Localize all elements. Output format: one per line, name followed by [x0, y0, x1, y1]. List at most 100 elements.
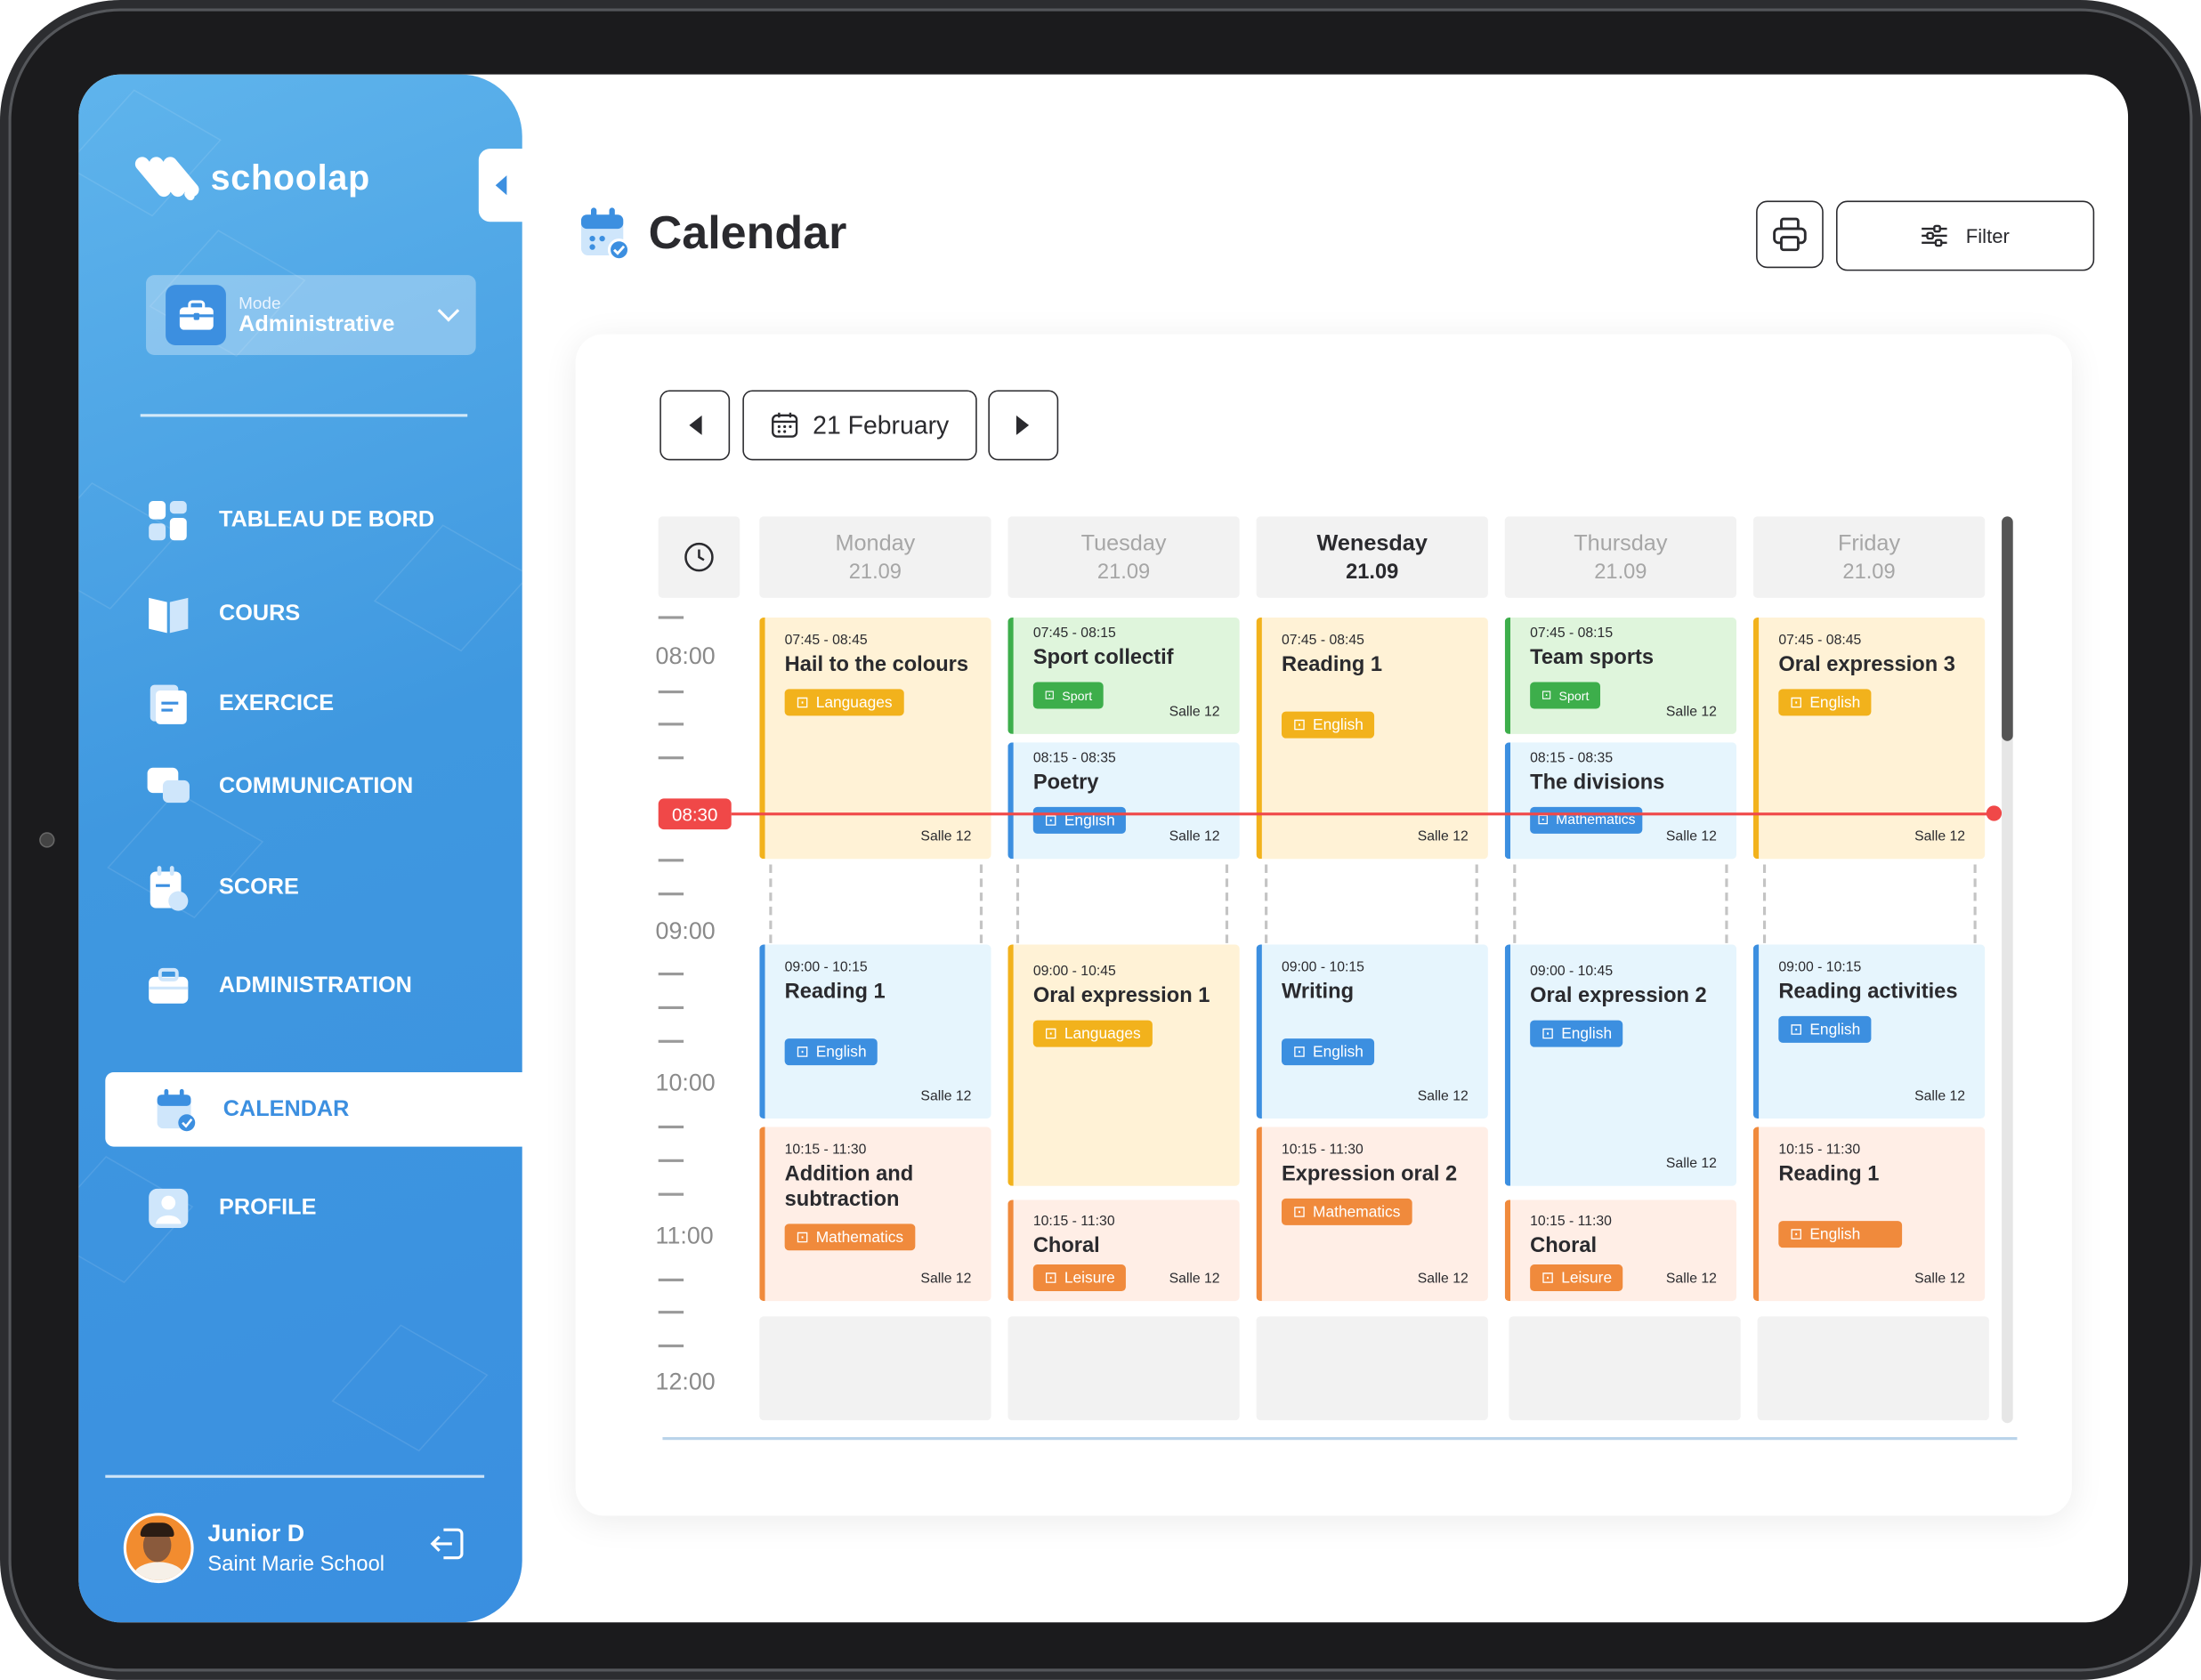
prev-day-button[interactable]: [659, 390, 731, 461]
event-time: 10:15 - 11:30: [1281, 1142, 1363, 1159]
sidebar-item-exercice[interactable]: EXERCICE: [146, 674, 334, 735]
event-card[interactable]: 08:15 - 08:35 The divisions ⊡ Mathematics…: [1504, 742, 1736, 860]
sidebar-item-tableau-de-bord[interactable]: TABLEAU DE BORD: [146, 489, 434, 551]
sidebar-item-cours[interactable]: COURS: [146, 584, 300, 645]
subject-tag: ⊡ English: [1778, 1221, 1903, 1248]
event-room: Salle 12: [1914, 1088, 1966, 1105]
event-title: Sport collectif: [1032, 645, 1174, 670]
collapse-sidebar-button[interactable]: [478, 149, 524, 222]
event-room: Salle 12: [1417, 1271, 1469, 1288]
hour-label: 08:00: [655, 642, 716, 670]
mode-selector[interactable]: Mode Administrative: [146, 275, 476, 356]
scrollbar-track[interactable]: [2002, 516, 2013, 1424]
day-header-friday[interactable]: Friday 21.09: [1752, 516, 1986, 598]
event-room: Salle 12: [1665, 1271, 1717, 1288]
sidebar-item-score[interactable]: SCORE: [146, 858, 299, 919]
event-card[interactable]: 09:00 - 10:15 Writing ⊡ English Salle 12: [1256, 944, 1488, 1119]
print-button[interactable]: [1756, 200, 1824, 269]
time-tick: [658, 756, 684, 759]
calendar-icon: [153, 1087, 198, 1132]
sidebar-item-calendar[interactable]: CALENDAR: [105, 1071, 554, 1147]
current-time-line: [731, 812, 1993, 816]
time-tick: [658, 690, 684, 693]
sidebar-item-profile[interactable]: PROFILE: [146, 1177, 316, 1239]
date-picker-button[interactable]: 21 February: [742, 390, 977, 461]
event-card[interactable]: 10:15 - 11:30 Expression oral 2 ⊡ Mathema…: [1256, 1127, 1488, 1302]
current-date: 21 February: [813, 410, 950, 439]
event-title: Expression oral 2: [1281, 1161, 1458, 1186]
sidebar-item-communication[interactable]: COMMUNICATION: [146, 756, 413, 818]
event-card[interactable]: 07:45 - 08:15 Team sports ⊡ Sport Salle 1…: [1504, 617, 1736, 734]
event-room: Salle 12: [1417, 829, 1469, 845]
event-card[interactable]: 09:00 - 10:15 Reading activities ⊡ Englis…: [1752, 944, 1986, 1119]
sidebar-item-label: SCORE: [219, 876, 299, 900]
filter-button[interactable]: Filter: [1835, 200, 2095, 271]
caret-left-icon: [689, 415, 702, 435]
hour-label: 09:00: [655, 917, 716, 945]
user-profile[interactable]: Junior D Saint Marie School: [123, 1513, 384, 1584]
book-icon: ⊡: [1044, 1025, 1057, 1043]
day-header-wednesday[interactable]: Wenesday 21.09: [1256, 516, 1488, 598]
event-room: Salle 12: [1417, 1088, 1469, 1105]
time-tick: [658, 1344, 684, 1347]
event-card[interactable]: 10:15 - 11:30 Addition and subtraction ⊡…: [759, 1127, 991, 1302]
empty-slot[interactable]: [759, 1316, 991, 1421]
empty-slot[interactable]: [1256, 1316, 1488, 1421]
event-card[interactable]: 10:15 - 11:30 Choral ⊡ Leisure Salle 12: [1007, 1199, 1240, 1302]
subject-tag: ⊡ Mathematics: [1530, 806, 1643, 834]
next-day-button[interactable]: [988, 390, 1059, 461]
event-title: Hail to the colours: [784, 652, 969, 677]
event-title: Poetry: [1032, 770, 1099, 795]
event-room: Salle 12: [1169, 1271, 1220, 1288]
logout-button[interactable]: [430, 1525, 466, 1569]
user-name: Junior D: [207, 1520, 305, 1547]
score-icon: [146, 866, 190, 911]
chevron-down-icon: [437, 300, 460, 322]
chat-icon: [146, 765, 190, 810]
app-logo[interactable]: schoolap: [132, 153, 370, 204]
scrollbar-thumb[interactable]: [2002, 516, 2013, 741]
event-card[interactable]: 07:45 - 08:15 Sport collectif ⊡ Sport Sal…: [1007, 617, 1240, 734]
empty-slot[interactable]: [1509, 1316, 1741, 1421]
event-card[interactable]: 10:15 - 11:30 Choral ⊡ Leisure Salle 12: [1504, 1199, 1736, 1302]
day-date: 21.09: [1096, 560, 1151, 585]
event-title: Writing: [1281, 979, 1355, 1004]
day-header-monday[interactable]: Monday 21.09: [759, 516, 991, 598]
exercise-icon: [146, 682, 190, 727]
event-time: 08:15 - 08:35: [1032, 750, 1116, 767]
event-card[interactable]: 07:45 - 08:45 Hail to the colours ⊡ Langu…: [759, 617, 991, 860]
time-tick: [658, 972, 684, 975]
day-header-thursday[interactable]: Thursday 21.09: [1504, 516, 1736, 598]
day-name: Tuesday: [1080, 531, 1167, 556]
book-icon: ⊡: [1044, 1270, 1057, 1288]
sidebar-item-administration[interactable]: ADMINISTRATION: [146, 956, 412, 1017]
event-card[interactable]: 07:45 - 08:45 Oral expression 3 ⊡ English…: [1752, 617, 1986, 860]
sidebar: schoolap Mode Administrative TABLEAU DE …: [78, 74, 522, 1623]
event-room: Salle 12: [1665, 1156, 1717, 1172]
empty-slot[interactable]: [1757, 1316, 1989, 1421]
book-icon: ⊡: [796, 1044, 809, 1062]
event-title: Addition and subtraction: [784, 1161, 914, 1212]
briefcase-icon: [146, 965, 190, 1009]
clock-icon: [684, 542, 714, 572]
sidebar-item-label: PROFILE: [219, 1195, 317, 1220]
event-time: 07:45 - 08:45: [1281, 633, 1364, 649]
empty-slot[interactable]: [1007, 1316, 1240, 1421]
event-title: Reading activities: [1778, 979, 1958, 1004]
event-card[interactable]: 09:00 - 10:45 Oral expression 1 ⊡ Languag…: [1007, 944, 1240, 1186]
sidebar-item-label: CALENDAR: [223, 1096, 350, 1121]
day-header-tuesday[interactable]: Tuesday 21.09: [1007, 516, 1240, 598]
printer-icon: [1773, 217, 1807, 252]
event-card[interactable]: 09:00 - 10:15 Reading 1 ⊡ English Salle 1…: [759, 944, 991, 1119]
event-title: Oral expression 3: [1778, 652, 1955, 677]
app-name: schoolap: [210, 158, 370, 198]
event-card[interactable]: 08:15 - 08:35 Poetry ⊡ English Salle 12: [1007, 742, 1240, 860]
briefcase-icon: [166, 285, 226, 345]
event-room: Salle 12: [920, 829, 972, 845]
event-card[interactable]: 07:45 - 08:45 Reading 1 ⊡ English Salle 1…: [1256, 617, 1488, 860]
book-icon: ⊡: [1292, 716, 1307, 734]
event-card[interactable]: 10:15 - 11:30 Reading 1 ⊡ English Salle 1…: [1752, 1127, 1986, 1302]
event-card[interactable]: 09:00 - 10:45 Oral expression 2 ⊡ English…: [1504, 944, 1736, 1186]
logout-icon: [430, 1528, 464, 1560]
day-date: 21.09: [848, 560, 902, 585]
